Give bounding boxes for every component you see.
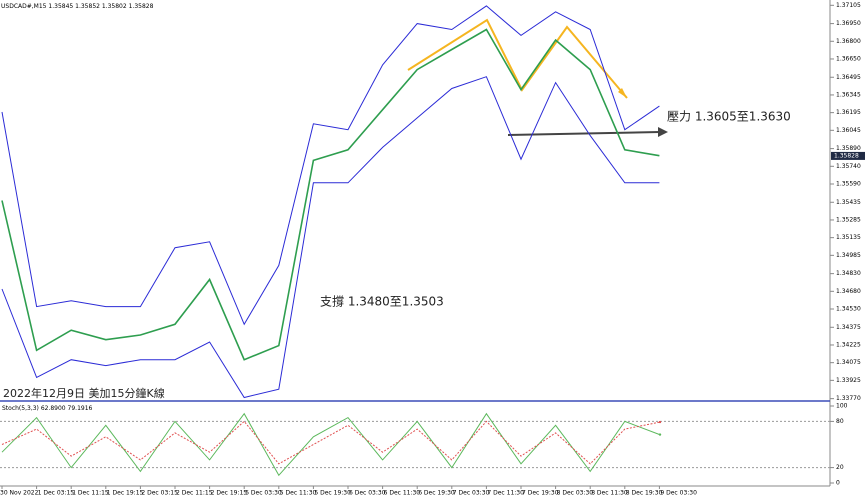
y-tick-label: 1.36950 <box>836 20 861 27</box>
y-tick-label: 1.35435 <box>836 199 861 206</box>
x-tick-label: 5 Dec 11:30 <box>280 490 317 497</box>
x-tick-label: 2 Dec 19:15 <box>211 490 248 497</box>
arrow-head <box>658 127 668 137</box>
stoch-header: Stoch(5,3,3) 62.8900 79.1916 <box>2 405 93 412</box>
annotation: 壓力 1.3605至1.3630 <box>667 110 791 124</box>
y-tick-label: 1.34075 <box>836 359 861 366</box>
x-tick-label: 5 Dec 19:30 <box>314 490 351 497</box>
arrow-head <box>618 88 627 98</box>
x-tick-label: 1 Dec 03:15 <box>38 490 75 497</box>
price-marker-label: 1.35828 <box>834 152 859 159</box>
close: 1.35828 <box>129 3 154 10</box>
x-tick-label: 7 Dec 03:30 <box>453 490 490 497</box>
y-tick-label: 1.35590 <box>836 180 861 187</box>
x-tick-label: 8 Dec 03:30 <box>557 490 594 497</box>
y-tick-label: 1.36345 <box>836 91 861 98</box>
x-tick-label: 6 Dec 11:30 <box>384 490 421 497</box>
annotation: 支撐 1.3480至1.3503 <box>320 295 444 309</box>
resistance-line <box>507 131 661 136</box>
x-tick-label: 2 Dec 11:15 <box>176 490 213 497</box>
y-tick-label: 1.34225 <box>836 341 861 348</box>
x-tick-label: 6 Dec 19:30 <box>418 490 455 497</box>
stoch-readout <box>658 420 662 424</box>
stoch-line <box>1 412 660 477</box>
price-line <box>1 28 660 361</box>
open: 1.35845 <box>48 3 73 10</box>
y-tick-label: 100 <box>836 403 848 410</box>
x-tick-label: 7 Dec 11:30 <box>487 490 524 497</box>
low: 1.35802 <box>102 3 127 10</box>
y-tick-label: 1.35135 <box>836 234 861 241</box>
symbol: USDCAD#,M15 <box>1 3 47 10</box>
y-tick-label: 1.35740 <box>836 163 861 170</box>
x-tick-label: 9 Dec 03:30 <box>660 490 697 497</box>
x-tick-label: 8 Dec 11:30 <box>591 490 628 497</box>
y-tick-label: 1.33925 <box>836 377 861 384</box>
y-tick-label: 1.34830 <box>836 270 861 277</box>
x-tick-label: 7 Dec 19:30 <box>522 490 559 497</box>
y-tick-label: 1.35890 <box>836 145 861 152</box>
symbol-header: USDCAD#,M15 1.35845 1.35852 1.35802 1.35… <box>1 3 154 10</box>
y-tick-label: 1.33770 <box>836 395 861 402</box>
y-tick-label: 1.35285 <box>836 216 861 223</box>
y-tick-label: 1.36650 <box>836 55 861 62</box>
y-tick-label: 1.36800 <box>836 38 861 45</box>
x-tick-label: 5 Dec 03:30 <box>245 490 282 497</box>
x-tick-label: 1 Dec 11:15 <box>72 490 109 497</box>
stoch-line <box>1 420 660 465</box>
y-tick-label: 1.37105 <box>836 2 861 9</box>
x-tick-label: 8 Dec 19:30 <box>626 490 663 497</box>
trend-line <box>407 18 628 99</box>
y-tick-label: 1.34530 <box>836 306 861 313</box>
y-tick-label: 1.34680 <box>836 288 861 295</box>
annotation: 2022年12月9日 美加15分鐘K線 <box>3 386 165 400</box>
y-tick-label: 1.36045 <box>836 127 861 134</box>
stoch-value: 62.8900 <box>41 405 66 412</box>
x-tick-label: 30 Nov 2022 <box>0 490 39 497</box>
y-tick-label: 0 <box>836 480 840 487</box>
stoch-value: 79.1916 <box>68 405 93 412</box>
x-tick-label: 6 Dec 03:30 <box>349 490 386 497</box>
y-tick-label: 1.36195 <box>836 109 861 116</box>
price-marker <box>831 151 865 160</box>
band-line <box>1 5 660 326</box>
stoch-readout <box>658 433 662 436</box>
y-tick-label: 1.36495 <box>836 74 861 81</box>
x-tick-label: 1 Dec 19:15 <box>107 490 144 497</box>
y-tick-label: 20 <box>836 464 844 471</box>
band-line <box>1 76 660 399</box>
stoch-name: Stoch(5,3,3) <box>2 405 39 412</box>
high: 1.35852 <box>75 3 100 10</box>
y-tick-label: 1.34375 <box>836 324 861 331</box>
y-tick-label: 80 <box>836 418 844 425</box>
y-tick-label: 1.34985 <box>836 252 861 259</box>
x-tick-label: 2 Dec 03:15 <box>141 490 178 497</box>
